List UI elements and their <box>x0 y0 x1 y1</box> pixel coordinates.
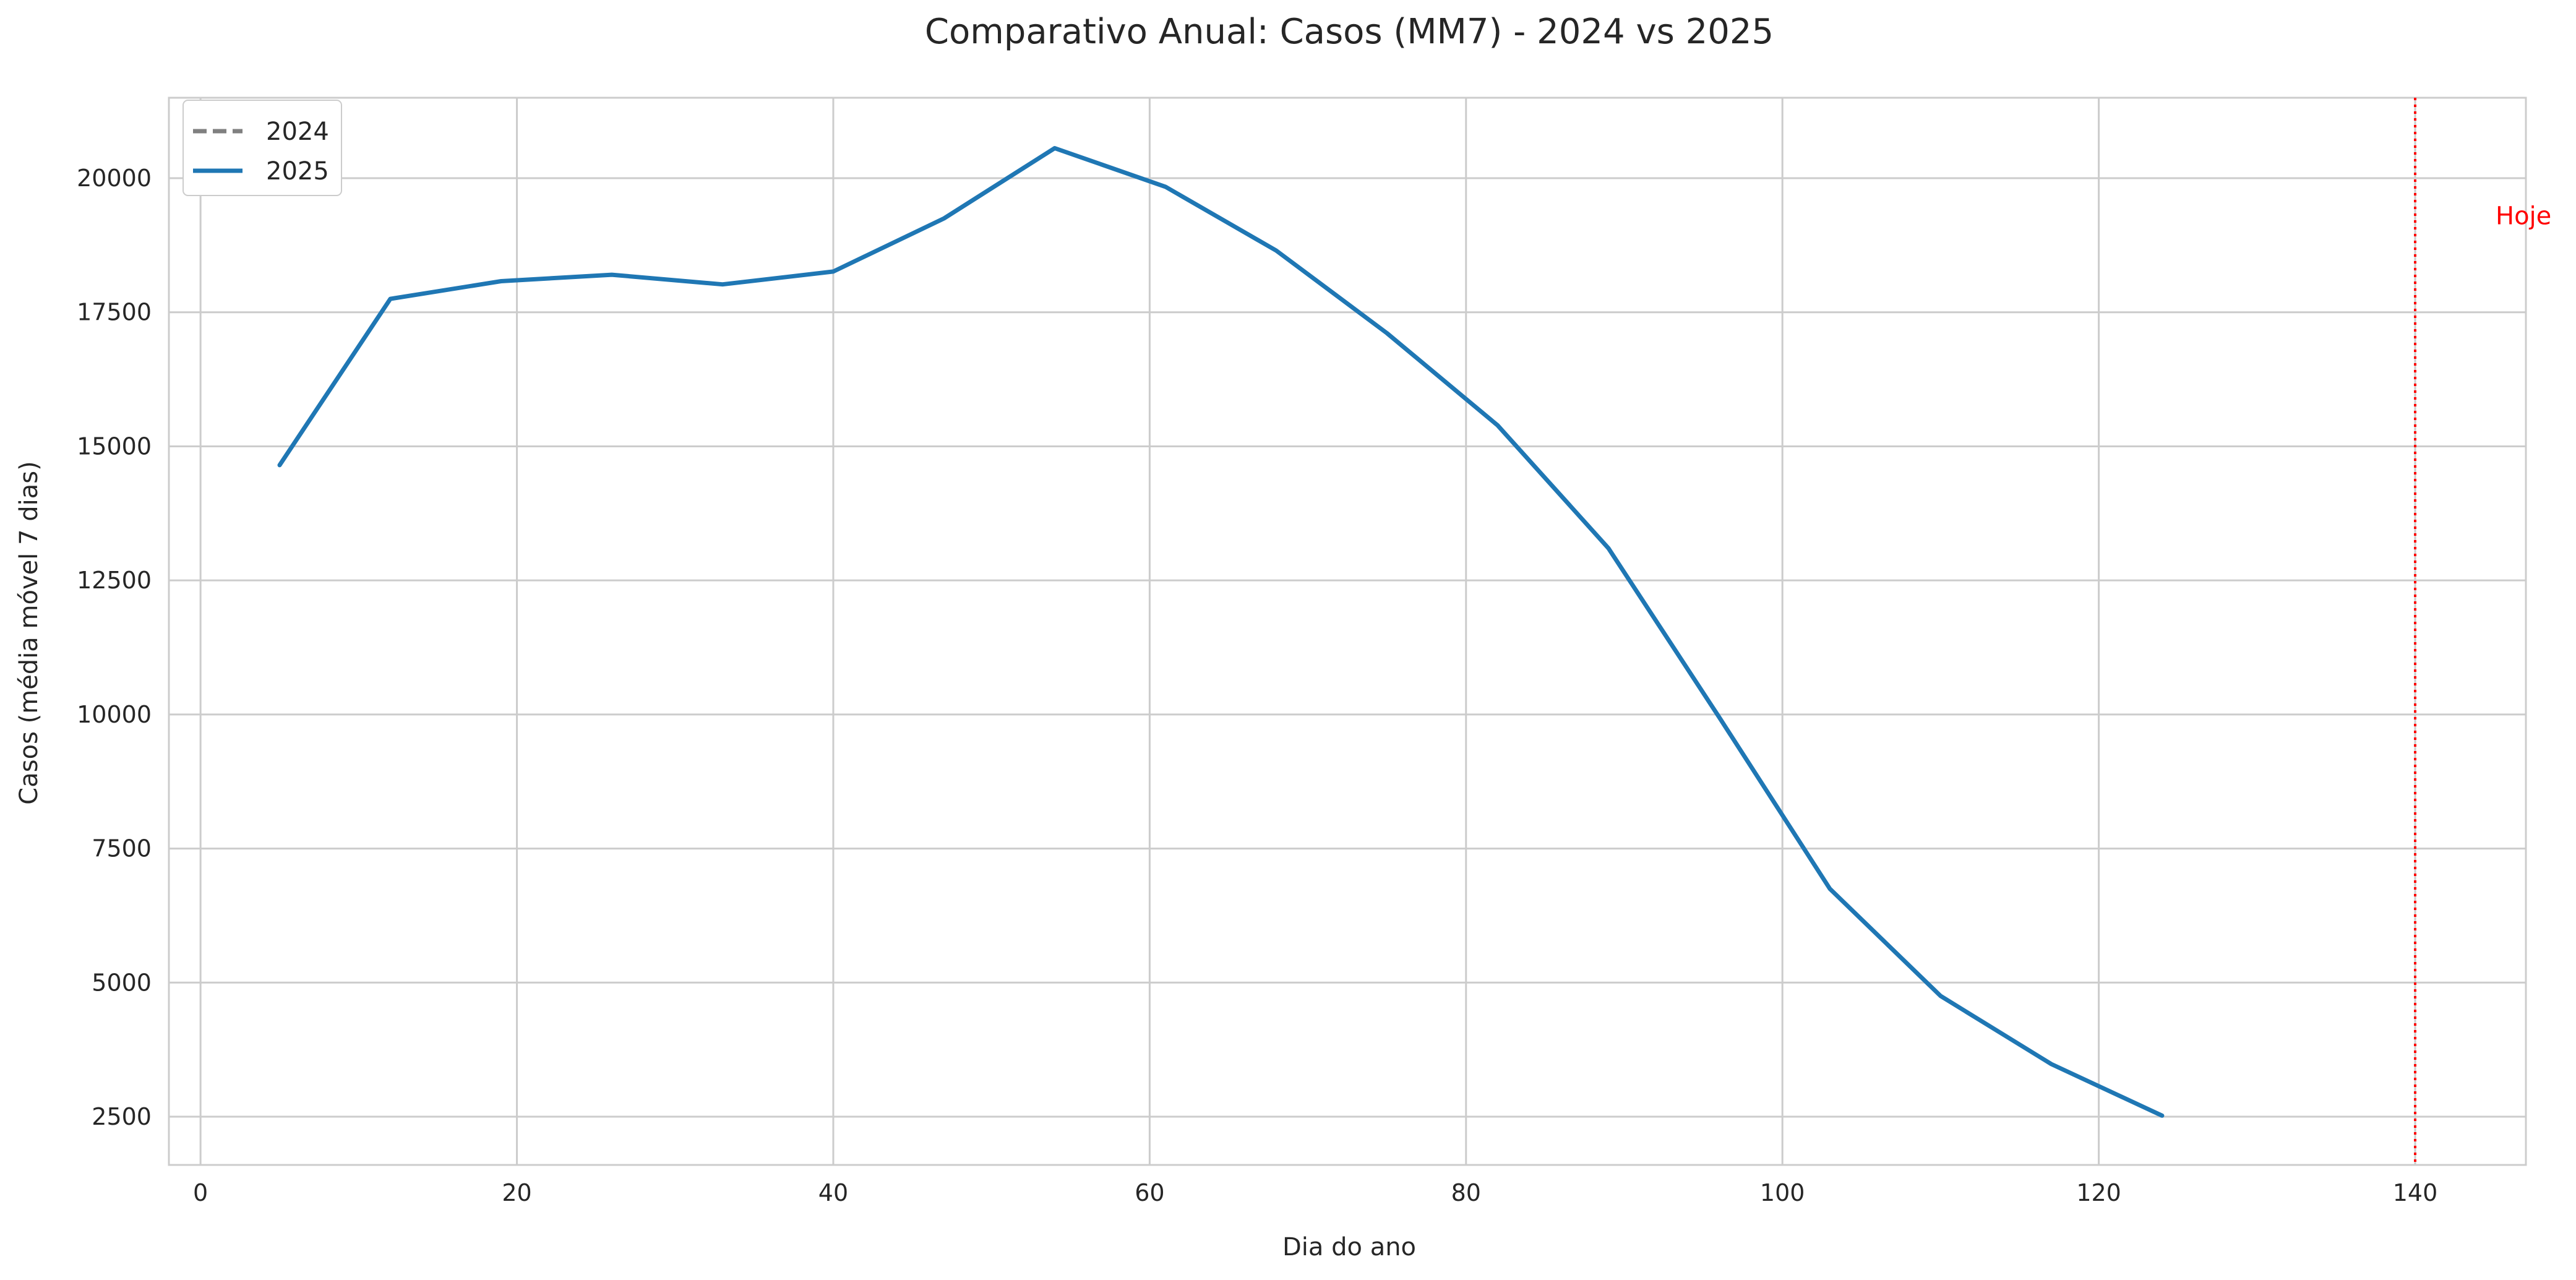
legend: 2024 2025 <box>182 100 342 196</box>
x-tick-label: 120 <box>2076 1179 2121 1206</box>
series-layer <box>277 146 2165 1118</box>
x-tick-label: 0 <box>193 1179 208 1206</box>
y-tick-label: 10000 <box>77 701 152 728</box>
x-tick-label: 20 <box>502 1179 531 1206</box>
y-tick-label: 7500 <box>92 835 152 862</box>
y-axis-label: Casos (média móvel 7 dias) <box>15 461 43 804</box>
x-tick-labels: 0 20 40 60 80 100 120 140 <box>193 1179 2437 1206</box>
grid <box>169 98 2526 1165</box>
y-tick-label: 17500 <box>77 299 152 326</box>
y-tick-labels: 2500 5000 7500 10000 12500 15000 17500 20000 <box>77 165 152 1130</box>
today-label: Hoje <box>2496 202 2551 231</box>
legend-2025-label: 2025 <box>266 157 329 186</box>
y-tick-label: 12500 <box>77 567 152 594</box>
x-tick-label: 40 <box>818 1179 848 1206</box>
x-tick-label: 60 <box>1135 1179 1164 1206</box>
x-axis-label: Dia do ano <box>1282 1233 1416 1261</box>
y-tick-label: 2500 <box>92 1103 152 1130</box>
chart-title: Comparativo Anual: Casos (MM7) - 2024 vs… <box>925 12 1774 52</box>
y-tick-label: 20000 <box>77 165 152 192</box>
plot-frame <box>168 97 2527 1166</box>
x-tick-label: 140 <box>2393 1179 2438 1206</box>
series-line-2025 <box>277 146 2165 1118</box>
x-tick-label: 100 <box>1760 1179 1805 1206</box>
y-tick-label: 15000 <box>77 432 152 460</box>
legend-2024-label: 2024 <box>266 118 329 146</box>
x-tick-label: 80 <box>1451 1179 1481 1206</box>
y-tick-label: 5000 <box>92 969 152 996</box>
